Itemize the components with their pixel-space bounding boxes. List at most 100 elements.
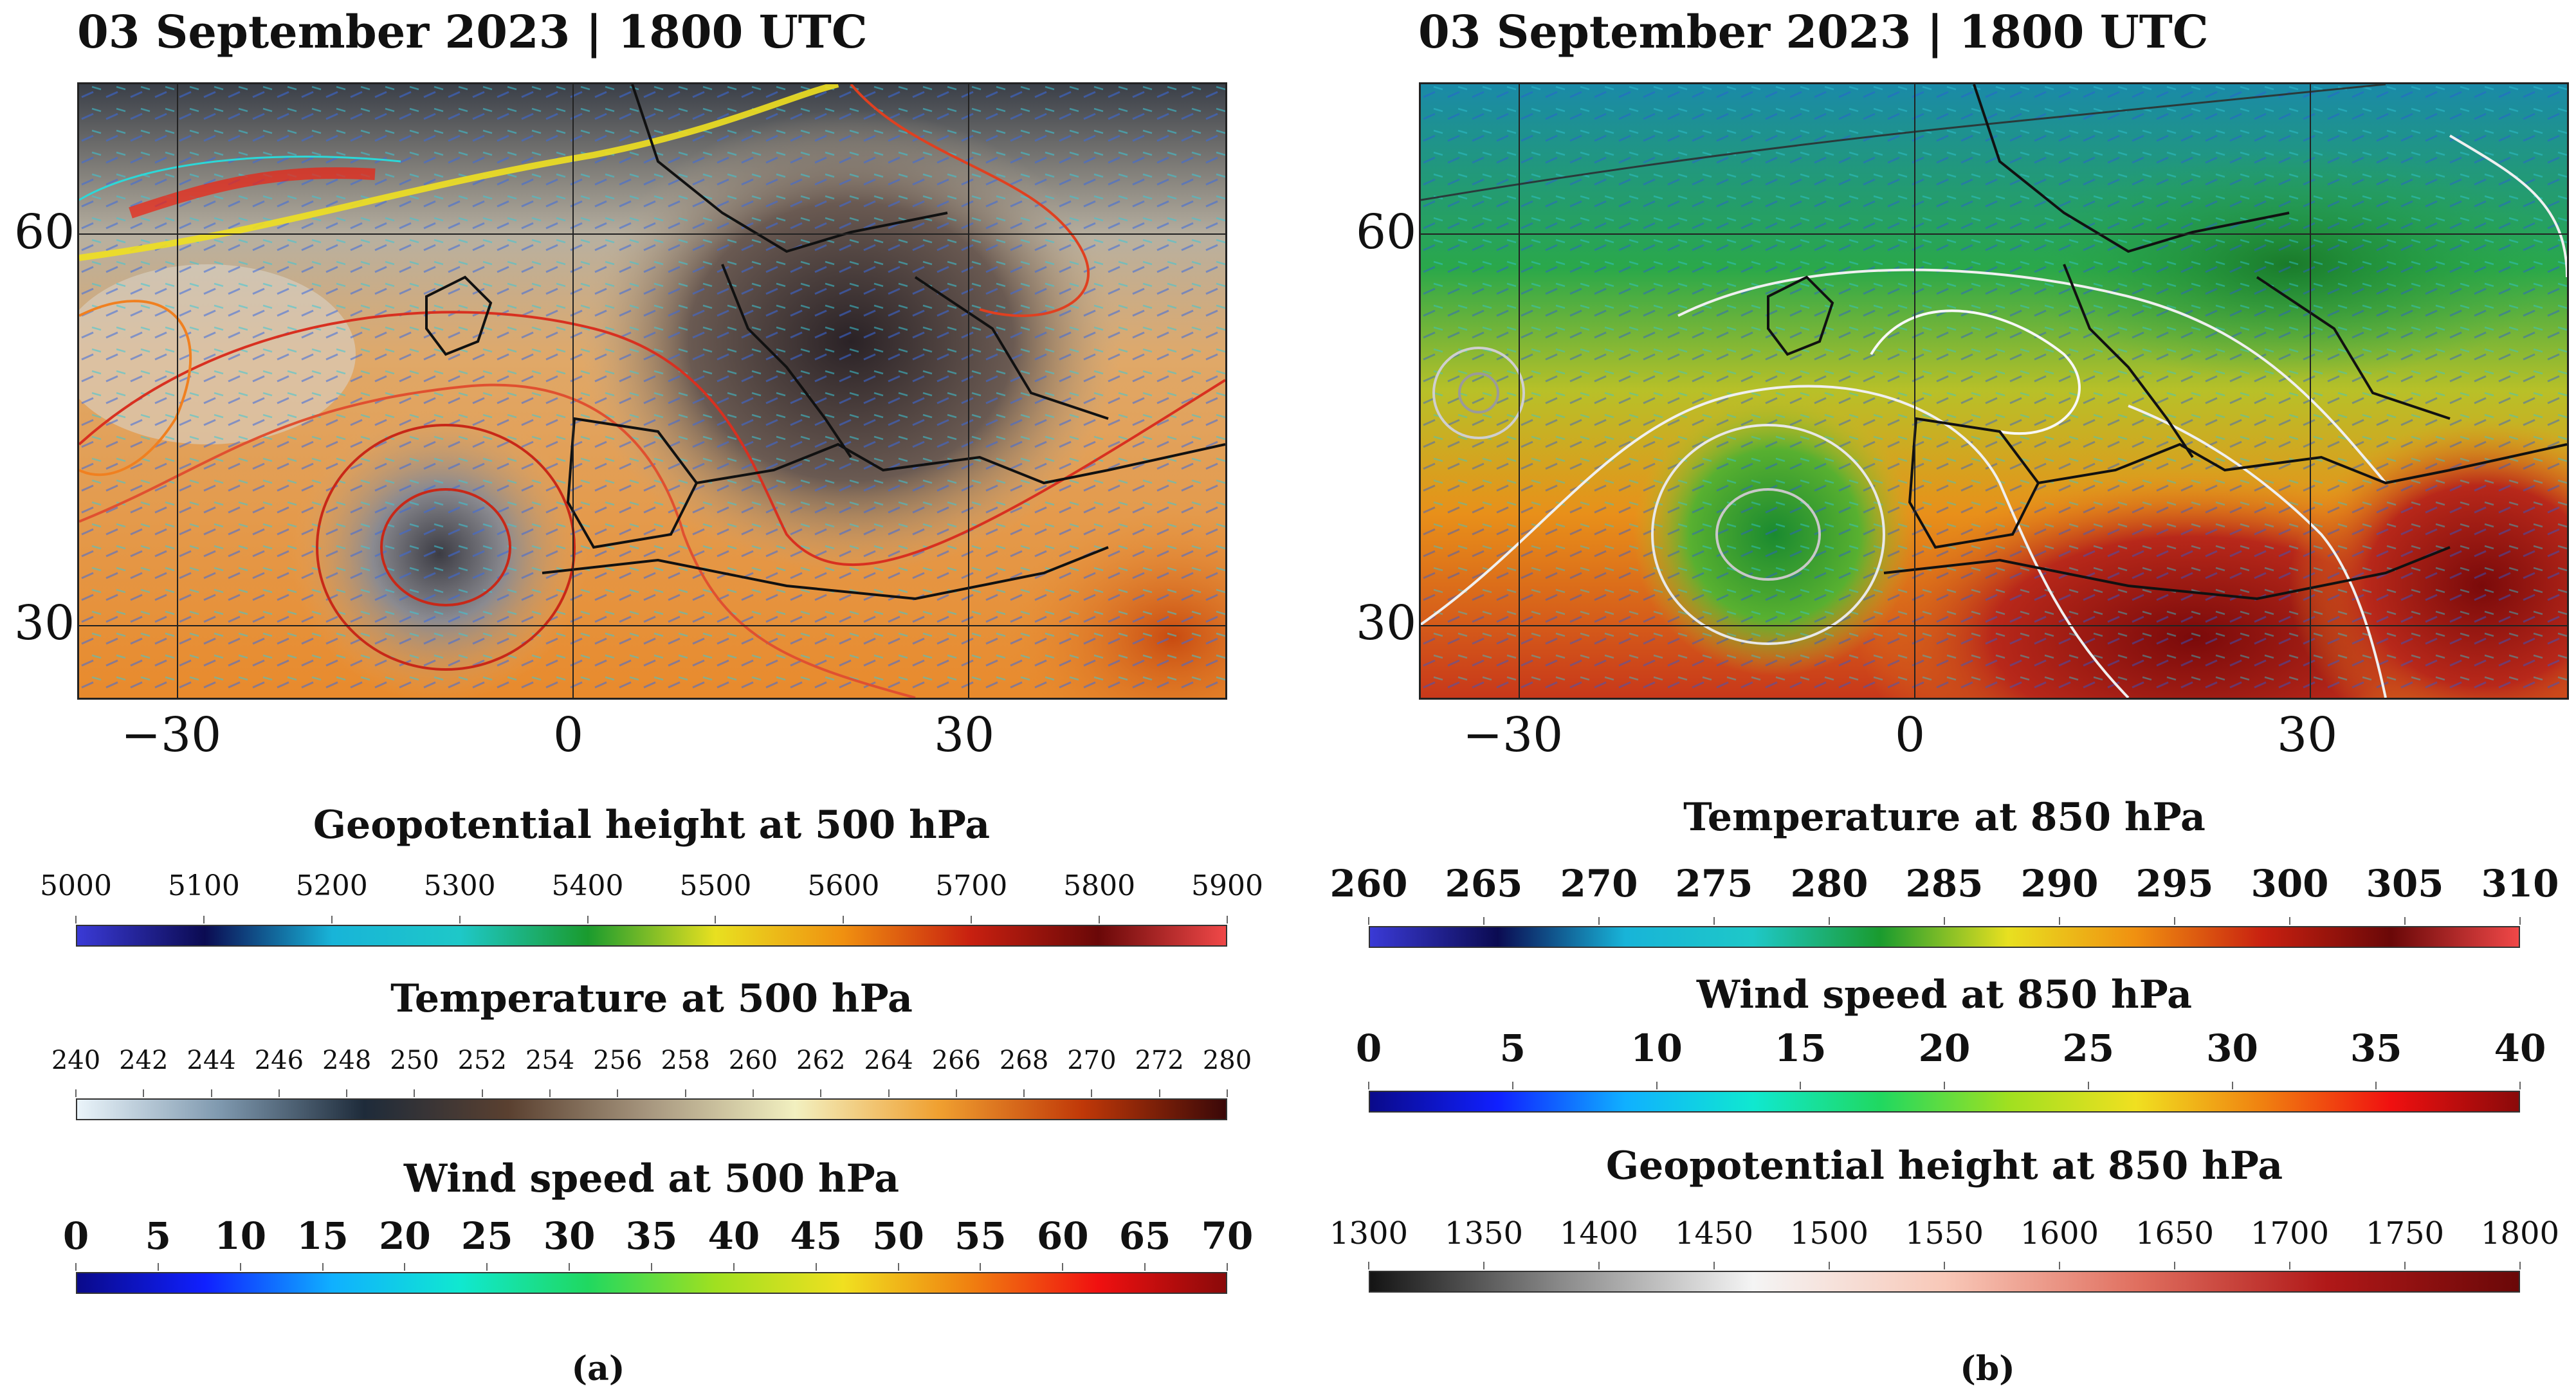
colorbar-tick-label: 290 — [2020, 862, 2099, 905]
colorbar-tick-mark — [1099, 916, 1101, 923]
colorbar-tick-label: 35 — [625, 1214, 678, 1258]
colorbar-tick-label: 10 — [214, 1214, 267, 1258]
colorbar-tick-mark — [2404, 917, 2406, 925]
colorbar-title: Temperature at 500 hPa — [390, 976, 913, 1021]
colorbar-tick-label: 244 — [187, 1046, 236, 1075]
colorbar — [1369, 926, 2520, 948]
colorbar-tick-mark — [955, 1089, 957, 1097]
colorbar-tick-mark — [2174, 917, 2175, 925]
colorbar-tick-label: 20 — [379, 1214, 431, 1258]
colorbar-tick-mark — [278, 1089, 280, 1097]
colorbar-tick-label: 55 — [955, 1214, 1007, 1258]
colorbar-tick-mark — [1144, 1263, 1146, 1271]
colorbar-tick-mark — [2519, 1082, 2521, 1089]
panel-a-caption: (a) — [571, 1349, 625, 1388]
colorbar-tick-mark — [1062, 1263, 1064, 1271]
colorbar-tick-label: 1300 — [1329, 1215, 1409, 1251]
colorbar-tick-label: 250 — [390, 1046, 439, 1075]
colorbar-tick-mark — [75, 1089, 77, 1097]
colorbar-tick-label: 5700 — [935, 869, 1008, 902]
colorbar-tick-label: 260 — [728, 1046, 778, 1075]
panel-b-caption: (b) — [1960, 1349, 2015, 1388]
colorbar-tick-mark — [481, 1089, 483, 1097]
colorbar-tick-label: 280 — [1202, 1046, 1252, 1075]
colorbar-tick-label: 258 — [661, 1046, 710, 1075]
colorbar-tick-mark — [1368, 1082, 1369, 1089]
colorbar-tick-mark — [1829, 917, 1830, 925]
colorbar-tick-mark — [1368, 1262, 1369, 1269]
colorbar-tick-label: 270 — [1067, 1046, 1117, 1075]
colorbar-tick-mark — [1800, 1082, 1802, 1089]
colorbar-tick-mark — [1158, 1089, 1160, 1097]
colorbar-tick-mark — [1227, 1089, 1228, 1097]
colorbar-tick-label: 272 — [1135, 1046, 1184, 1075]
panel-a-xtick: 0 — [553, 707, 584, 763]
colorbar-tick-label: 1600 — [2020, 1215, 2099, 1251]
colorbar-tick-label: 1700 — [2250, 1215, 2330, 1251]
colorbar-tick-mark — [75, 1263, 77, 1271]
colorbar-tick-label: 1800 — [2480, 1215, 2560, 1251]
colorbar-tick-label: 1350 — [1444, 1215, 1524, 1251]
panel-a-ytick: 30 — [14, 595, 75, 651]
colorbar-tick-mark — [1656, 1082, 1658, 1089]
colorbar-tick-mark — [617, 1089, 619, 1097]
colorbar-tick-mark — [1598, 917, 1600, 925]
colorbar-tick-mark — [2519, 917, 2521, 925]
colorbar-tick-label: 252 — [457, 1046, 507, 1075]
colorbar-tick-mark — [980, 1263, 982, 1271]
colorbar-tick-mark — [897, 1263, 899, 1271]
colorbar-tick-label: 265 — [1445, 862, 1523, 905]
panel-a-map-svg — [79, 84, 1225, 698]
colorbar-tick-label: 310 — [2481, 862, 2559, 905]
colorbar-tick-mark — [2059, 917, 2060, 925]
colorbar-title: Temperature at 850 hPa — [1683, 795, 2206, 840]
panel-b-map — [1419, 82, 2569, 700]
colorbar-tick-label: 10 — [1631, 1026, 1683, 1070]
colorbar-tick-label: 20 — [1918, 1026, 1971, 1070]
colorbar-tick-label: 5900 — [1191, 869, 1263, 902]
colorbar-tick-mark — [2174, 1262, 2175, 1269]
colorbar-tick-mark — [1713, 917, 1715, 925]
colorbar — [76, 1272, 1227, 1294]
colorbar-tick-mark — [414, 1089, 416, 1097]
colorbar-tick-label: 262 — [796, 1046, 846, 1075]
colorbar-tick-label: 256 — [593, 1046, 643, 1075]
colorbar-tick-mark — [651, 1263, 652, 1271]
colorbar-tick-mark — [2375, 1082, 2377, 1089]
colorbar-tick-label: 1500 — [1789, 1215, 1869, 1251]
colorbar-tick-label: 264 — [864, 1046, 913, 1075]
colorbar-tick-mark — [1944, 1262, 1945, 1269]
colorbar-tick-mark — [569, 1263, 571, 1271]
colorbar-tick-mark — [1944, 917, 1945, 925]
colorbar-tick-mark — [587, 916, 589, 923]
colorbar-tick-mark — [210, 1089, 212, 1097]
colorbar-tick-mark — [203, 916, 205, 923]
colorbar-tick-label: 1400 — [1559, 1215, 1639, 1251]
colorbar-tick-label: 35 — [2350, 1026, 2402, 1070]
colorbar-tick-label: 40 — [708, 1214, 760, 1258]
colorbar-title: Geopotential height at 850 hPa — [1605, 1143, 2283, 1188]
colorbar-tick-mark — [2519, 1262, 2521, 1269]
colorbar-tick-label: 305 — [2366, 862, 2444, 905]
colorbar-tick-label: 260 — [1329, 862, 1408, 905]
panel-a-title: 03 September 2023 | 1800 UTC — [77, 5, 868, 59]
panel-b-title: 03 September 2023 | 1800 UTC — [1418, 5, 2209, 59]
colorbar-tick-mark — [1483, 917, 1484, 925]
colorbar-tick-mark — [346, 1089, 348, 1097]
colorbar-tick-label: 1550 — [1905, 1215, 1984, 1251]
colorbar-tick-mark — [733, 1263, 735, 1271]
colorbar-tick-mark — [2059, 1262, 2060, 1269]
colorbar-tick-mark — [459, 916, 461, 923]
colorbar-tick-mark — [2231, 1082, 2233, 1089]
colorbar-title: Wind speed at 500 hPa — [403, 1156, 900, 1201]
colorbar-tick-label: 40 — [2494, 1026, 2546, 1070]
colorbar-tick-mark — [843, 916, 845, 923]
colorbar-tick-mark — [2289, 917, 2290, 925]
colorbar-title: Wind speed at 850 hPa — [1696, 972, 2193, 1017]
colorbar-tick-mark — [2289, 1262, 2290, 1269]
colorbar-tick-mark — [715, 916, 717, 923]
colorbar-tick-mark — [752, 1089, 754, 1097]
panel-a-xtick: −30 — [121, 707, 222, 763]
colorbar-tick-mark — [1944, 1082, 1945, 1089]
colorbar-tick-label: 45 — [790, 1214, 843, 1258]
